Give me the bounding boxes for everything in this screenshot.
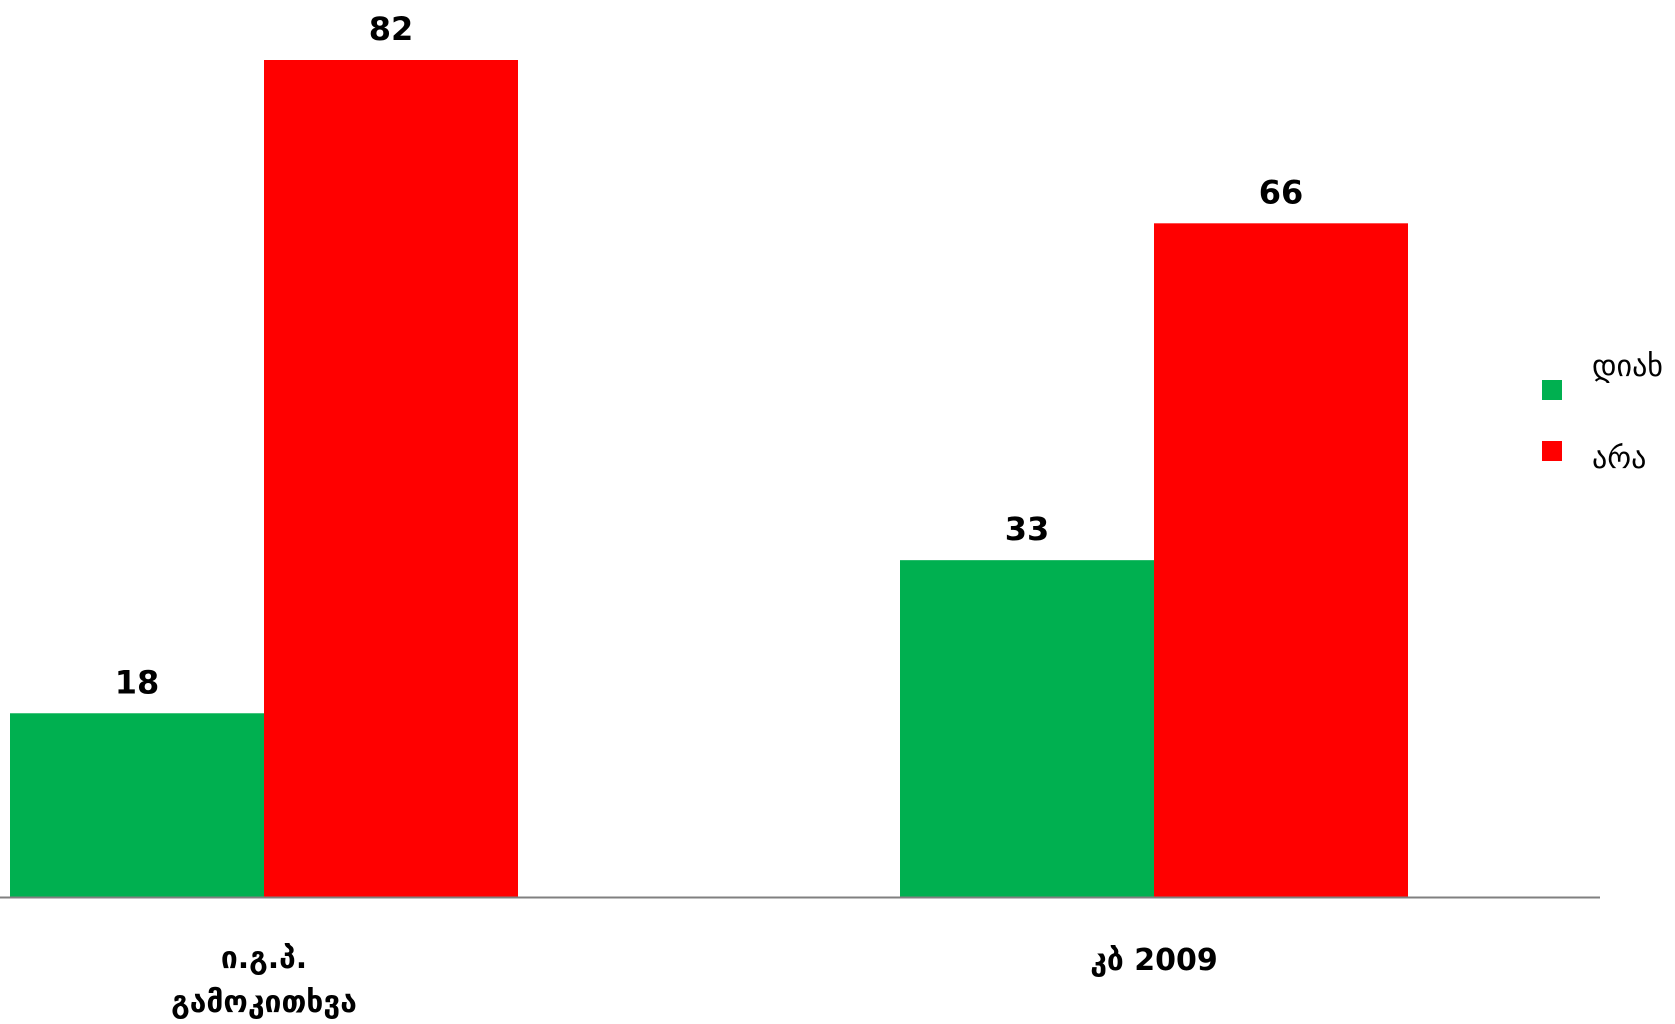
data-label: 66 [1259,173,1304,211]
legend-label: არა [1592,441,1646,476]
category-tick-label: კბ 2009 [1090,943,1218,978]
legend-label: დიახ [1592,349,1663,384]
bar-series1-cat1 [10,713,264,897]
data-label: 33 [1005,510,1050,548]
bar-series1-cat2 [900,560,1154,897]
bar-series2-cat1 [264,60,518,897]
bar-series2-cat2 [1154,223,1408,897]
legend-swatch [1542,380,1562,400]
category-tick-label: გამოკითხვა [171,985,357,1020]
data-label: 82 [369,10,414,48]
legend-swatch [1542,441,1562,461]
category-tick-label: ი.გ.პ. [221,941,307,976]
data-label: 18 [115,663,160,701]
